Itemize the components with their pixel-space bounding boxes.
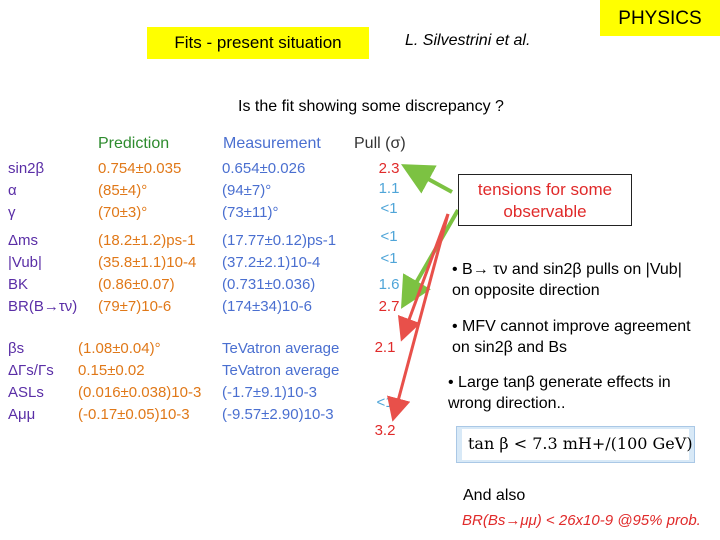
row-prediction: 0.15±0.02: [78, 362, 145, 379]
bullet-mfv: • MFV cannot improve agreement on sin2β …: [452, 318, 691, 356]
row-label: βs: [8, 340, 25, 357]
row-prediction: (0.86±0.07): [98, 276, 175, 293]
row-label: |Vub|: [8, 254, 42, 271]
row-label: γ: [8, 204, 16, 221]
row-measurement: (73±11)°: [222, 204, 279, 221]
arrow-betas: [397, 213, 450, 342]
row-measurement: (-1.7±9.1)10-3: [222, 384, 317, 401]
row-pull: <1: [380, 200, 398, 217]
row-label: α: [8, 182, 17, 199]
prediction-header: Prediction: [98, 135, 170, 152]
row-pull: 1.1: [378, 180, 400, 197]
fits-title: Fits - present situation: [147, 27, 369, 59]
row-pull: 1.6: [378, 276, 400, 293]
row-prediction: 0.754±0.035: [98, 160, 182, 177]
row-prediction: (70±3)°: [98, 204, 148, 221]
tanbeta-formula: tan β < 7.3 mH+/(100 GeV): [462, 429, 693, 460]
row-pull: <1: [380, 228, 398, 245]
arrow-sin2b: [400, 164, 453, 194]
pull-header: Pull (σ): [354, 135, 406, 152]
arrow-amumu: [387, 213, 450, 422]
row-label: BR(B→τν): [8, 298, 78, 315]
row-prediction: (35.8±1.1)10-4: [98, 254, 197, 271]
row-measurement: TeVatron average: [222, 362, 340, 379]
row-prediction: (1.08±0.04)°: [78, 340, 161, 357]
row-label: ΔΓs/Γs: [8, 362, 54, 379]
br-limit: BR(Bs→μμ) < 26x10-9 @95% prob.: [462, 512, 701, 529]
bullet-tanbeta: • Large tanβ generate effects in wrong d…: [448, 374, 671, 412]
and-also-label: And also: [463, 487, 526, 504]
row-prediction: (79±7)10-6: [98, 298, 172, 315]
row-label: sin2β: [8, 160, 45, 177]
measurement-header: Measurement: [223, 135, 321, 152]
tanbeta-formula-box: tan β < 7.3 mH+/(100 GeV): [456, 426, 695, 463]
row-prediction: (0.016±0.038)10-3: [78, 384, 202, 401]
row-prediction: (18.2±1.2)ps-1: [98, 232, 196, 249]
section-label: PHYSICS: [600, 0, 720, 36]
row-pull: 2.1: [374, 339, 396, 356]
row-measurement: (174±34)10-6: [222, 298, 312, 315]
author-label: L. Silvestrini et al.: [405, 32, 531, 49]
row-pull: 2.3: [378, 160, 400, 177]
row-label: Aμμ: [8, 406, 36, 423]
bullet-btaunu: • B→ τν and sin2β pulls on |Vub| on oppo…: [452, 261, 682, 299]
row-pull: 2.7: [378, 298, 400, 315]
row-measurement: (94±7)°: [222, 182, 272, 199]
row-measurement: TeVatron average: [222, 340, 340, 357]
row-label: ASLs: [8, 384, 44, 401]
question-text: Is the fit showing some discrepancy ?: [238, 98, 504, 115]
row-measurement: (17.77±0.12)ps-1: [222, 232, 337, 249]
tensions-callout: tensions for some observable: [458, 174, 632, 226]
row-measurement: (-9.57±2.90)10-3: [222, 406, 334, 423]
row-label: BK: [8, 276, 29, 293]
row-measurement: 0.654±0.026: [222, 160, 306, 177]
row-prediction: (-0.17±0.05)10-3: [78, 406, 190, 423]
row-measurement: (37.2±2.1)10-4: [222, 254, 321, 271]
row-pull: <1: [380, 250, 398, 267]
row-measurement: (0.731±0.036): [222, 276, 316, 293]
row-label: Δms: [8, 232, 39, 249]
row-pull: 3.2: [374, 422, 396, 439]
row-prediction: (85±4)°: [98, 182, 148, 199]
